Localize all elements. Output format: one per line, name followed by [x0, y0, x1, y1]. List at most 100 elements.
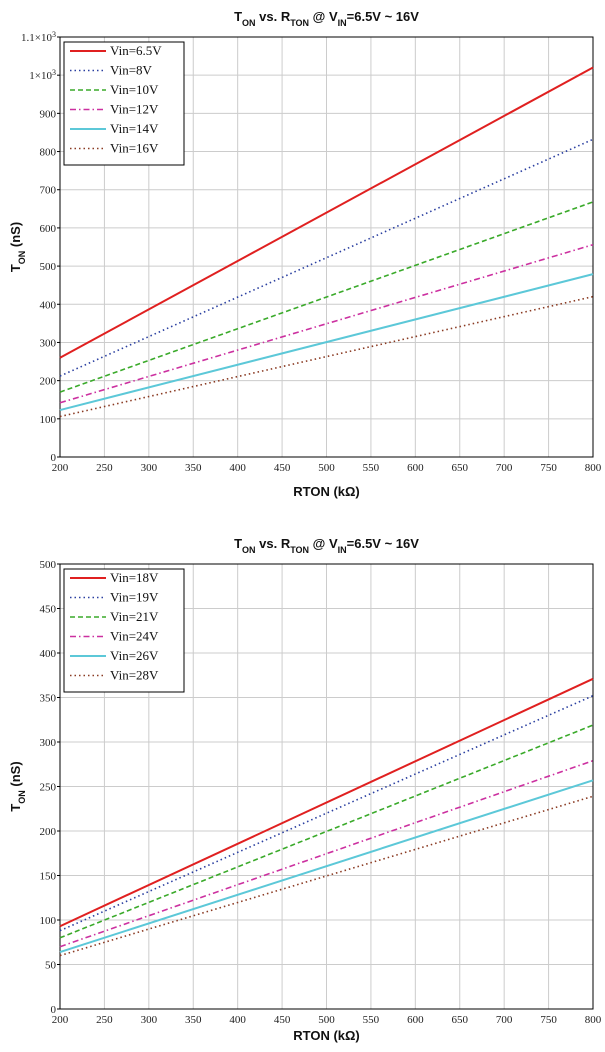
chart-2-x-tick-label: 200 [52, 1014, 69, 1026]
chart-2-legend-box [63, 568, 185, 693]
chart-1-legend-label-4: Vin=12V [110, 102, 159, 117]
chart-1-legend-label-2: Vin=8V [110, 63, 153, 78]
chart-2-title-part-4: @ V [309, 536, 338, 551]
chart-1-title-part-2: vs. R [256, 9, 291, 24]
chart-2-y-tick-label: 400 [40, 648, 57, 660]
chart-1-x-tick-label: 750 [540, 462, 557, 474]
chart-2-x-tick-label: 250 [96, 1014, 113, 1026]
chart-1-y-axis-title-part-2: (nS) [8, 222, 23, 251]
chart-1-title-part-5: IN [338, 18, 347, 28]
chart-2-title-part-1: ON [242, 545, 256, 555]
chart-2-y-tick-label: 350 [40, 693, 57, 705]
chart-1-title: TON vs. RTON @ VIN=6.5V ~ 16V [234, 9, 419, 28]
chart-1-y-tick-label: 1×103 [29, 68, 56, 83]
chart-2-x-axis-title: RTON (kΩ) [293, 1028, 360, 1043]
chart-2-x-tick-label: 700 [496, 1014, 513, 1026]
chart-1-x-tick-label: 550 [363, 462, 380, 474]
chart-1-x-tick-label: 400 [229, 462, 246, 474]
chart-2-legend-label-2: Vin=19V [110, 590, 159, 605]
chart-2-legend-label-1: Vin=18V [110, 570, 159, 585]
chart-2-x-tick-label: 500 [318, 1014, 335, 1026]
chart-2-x-tick-label: 750 [540, 1014, 557, 1026]
chart-2: TON vs. RTON @ VIN=6.5V ~ 16V 200 250 300 35… [8, 536, 602, 1043]
chart-1-y-axis-title-part-0: T [8, 264, 23, 272]
chart-1-y-tick-label: 800 [40, 147, 57, 159]
chart-2-x-tick-label: 350 [185, 1014, 202, 1026]
chart-1-x-tick-label: 250 [96, 462, 113, 474]
chart-2-x-tick-label: 300 [141, 1014, 158, 1026]
chart-1-x-tick-label: 300 [141, 462, 158, 474]
chart-2-legend-label-5: Vin=26V [110, 648, 159, 663]
chart-1-x-tick-label: 800 [585, 462, 602, 474]
chart-2-x-tick-label: 400 [229, 1014, 246, 1026]
chart-1-legend-label-1: Vin=6.5V [110, 43, 162, 58]
chart-2-y-tick-label: 200 [40, 826, 57, 838]
chart-2-legend-label-3: Vin=21V [110, 609, 159, 624]
chart-1-y-tick-label: 200 [40, 376, 57, 388]
chart-1-title-part-3: TON [290, 18, 309, 28]
chart-2-x-tick-label: 650 [452, 1014, 469, 1026]
chart-1-series-line-2 [59, 138, 594, 377]
chart-1-y-tick-label: 600 [40, 223, 57, 235]
chart-1-x-tick-label: 700 [496, 462, 513, 474]
chart-2-y-tick-label: 0 [51, 1004, 57, 1016]
chart-2-y-tick-label: 500 [40, 559, 57, 571]
chart-1-y-tick-sup: 3 [52, 30, 56, 39]
chart-1-legend: Vin=6.5V Vin=8V Vin=10V Vin=12V Vin=14V Vin=1… [63, 41, 185, 166]
chart-2-x-tick-label: 600 [407, 1014, 424, 1026]
chart-2-title-part-5: IN [338, 545, 347, 555]
chart-2-title: TON vs. RTON @ VIN=6.5V ~ 16V [234, 536, 419, 555]
chart-1-x-axis-title: RTON (kΩ) [293, 484, 360, 499]
chart-1-series-line-6 [59, 295, 594, 418]
chart-2-series-line-5 [59, 779, 594, 953]
chart-1-y-tick-label: 0 [51, 452, 57, 464]
chart-2-y-axis-title-part-0: T [8, 804, 23, 812]
chart-1-x-tick-label: 450 [274, 462, 291, 474]
chart-1-title-part-6: =6.5V ~ 16V [347, 9, 420, 24]
chart-1-series-line-1 [59, 66, 594, 359]
chart-2-frame [59, 563, 594, 1010]
chart-2-y-axis-title: TON (nS) [8, 761, 27, 811]
chart-1-y-tick-label: 300 [40, 337, 57, 349]
chart-2-title-part-6: =6.5V ~ 16V [347, 536, 420, 551]
chart-2-legend: Vin=18V Vin=19V Vin=21V Vin=24V Vin=26V Vin=2… [63, 568, 185, 693]
chart-1-y-tick-label: 700 [40, 185, 57, 197]
chart-1-x-tick-label: 650 [452, 462, 469, 474]
chart-1-x-tick-label: 200 [52, 462, 69, 474]
chart-1-y-tick-label: 400 [40, 299, 57, 311]
chart-1-y-axis-title: TON (nS) [8, 222, 27, 272]
chart-2-legend-label-4: Vin=24V [110, 629, 159, 644]
chart-2-series-line-1 [59, 677, 594, 928]
chart-1-x-tick-label: 350 [185, 462, 202, 474]
chart-1-y-tick-label: 1.1×103 [21, 30, 56, 45]
chart-2-y-tick-label: 450 [40, 604, 57, 616]
chart-1-title-part-0: T [234, 9, 242, 24]
chart-2-legend-label-6: Vin=28V [110, 668, 159, 683]
chart-2-title-part-3: TON [290, 545, 309, 555]
chart-2-y-tick-label: 50 [45, 960, 57, 972]
chart-1-legend-label-3: Vin=10V [110, 82, 159, 97]
chart-2-x-tick-label: 800 [585, 1014, 602, 1026]
chart-1-title-part-1: ON [242, 18, 256, 28]
chart-2-y-tick-label: 150 [40, 871, 57, 883]
chart-2-y-axis-title-part-1: ON [17, 790, 27, 804]
chart-1-legend-label-5: Vin=14V [110, 121, 159, 136]
chart-1-legend-label-6: Vin=16V [110, 141, 159, 156]
chart-1-frame [59, 36, 594, 458]
chart-2-y-tick-label: 100 [40, 915, 57, 927]
chart-1-series-line-3 [59, 201, 594, 393]
chart-1-series-line-5 [59, 273, 594, 412]
chart-2-x-tick-label: 450 [274, 1014, 291, 1026]
chart-1-y-tick-label: 100 [40, 414, 57, 426]
chart-1-y-axis-title-part-1: ON [17, 251, 27, 265]
chart-1-y-tick-label: 900 [40, 108, 57, 120]
chart-2-y-tick-label: 300 [40, 737, 57, 749]
chart-1-y-tick-label: 500 [40, 261, 57, 273]
chart-1-x-tick-label: 500 [318, 462, 335, 474]
chart-1-series-line-4 [59, 243, 594, 404]
chart-2-x-tick-label: 550 [363, 1014, 380, 1026]
chart-2-series-line-6 [59, 795, 594, 957]
chart-1-title-part-4: @ V [309, 9, 338, 24]
chart-2-y-axis-title-part-2: (nS) [8, 761, 23, 790]
